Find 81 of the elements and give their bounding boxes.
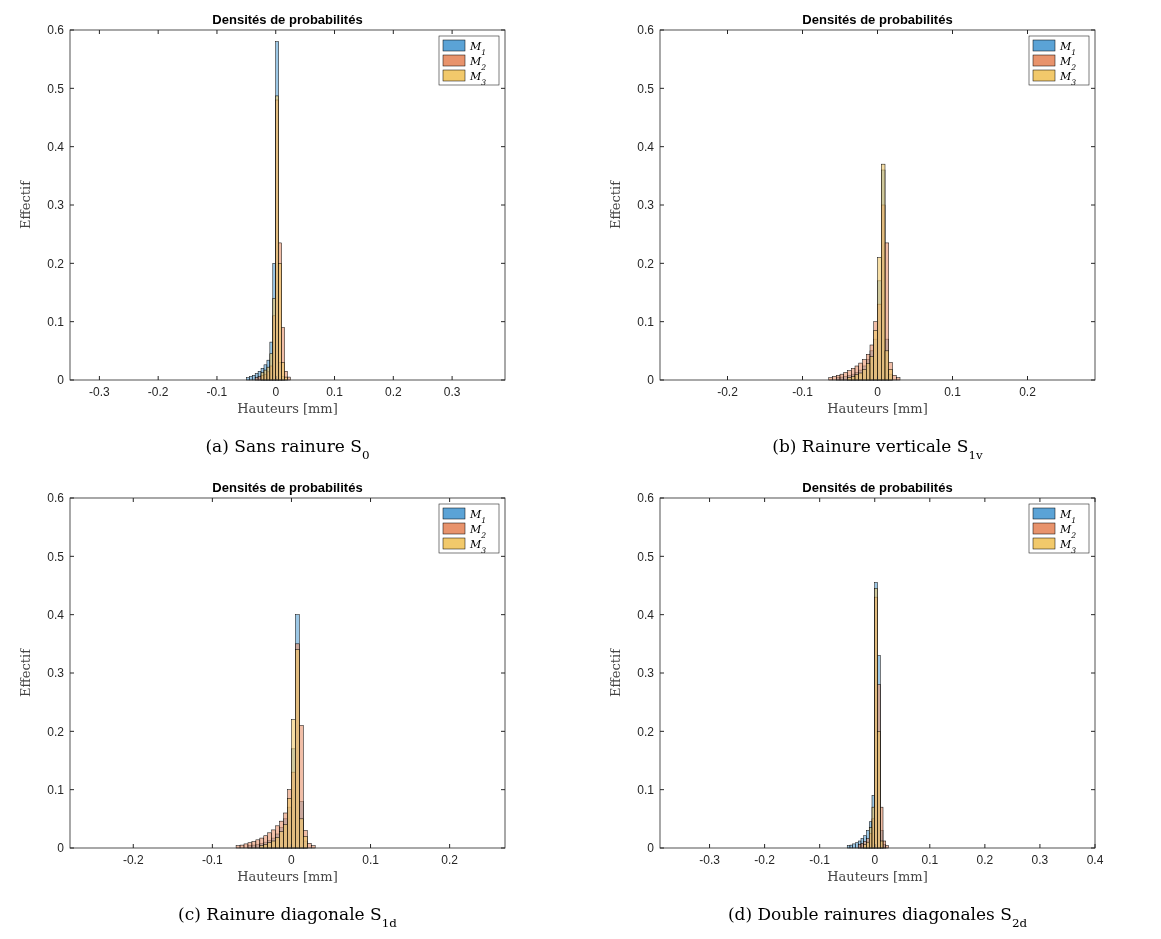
x-tick-label: 0.1 [921, 853, 939, 867]
legend-label: M$_{3}$ [469, 538, 487, 555]
text: (d) Double rainures diagonales S$_{2d}$ [727, 904, 1028, 930]
x-tick-label: 0 [871, 853, 879, 867]
y-tick-label: 0.5 [637, 81, 655, 96]
y-tick-label: 0.3 [47, 198, 65, 213]
x-tick-label: 0.4 [1086, 853, 1104, 867]
y-tick-label: 0.6 [47, 491, 65, 506]
y-tick-label: 0.6 [637, 491, 655, 506]
chart-title: Densités de probabilités [212, 480, 363, 495]
x-tick-label: -0.2 [147, 385, 169, 399]
y-tick-label: 0.1 [637, 782, 655, 797]
x-tick-label: -0.2 [717, 385, 739, 399]
y-tick-label: 0.4 [637, 139, 655, 154]
legend-label: M$_{3}$ [1059, 538, 1077, 555]
y-tick-label: 0 [57, 373, 65, 388]
chart-title: Densités de probabilités [802, 480, 953, 495]
x-tick-label: 0 [288, 853, 296, 867]
y-tick-label: 0 [57, 841, 65, 856]
legend-label: M$_{2}$ [469, 523, 487, 540]
y-tick-label: 0.5 [47, 549, 65, 564]
x-axis-title: Hauteurs [mm] [827, 401, 928, 416]
y-tick-label: 0.4 [637, 607, 655, 622]
y-tick-label: 0.6 [47, 23, 65, 38]
y-tick-label: 0.4 [47, 607, 65, 622]
x-tick-label: -0.3 [89, 385, 111, 399]
legend-label: M$_{2}$ [1059, 523, 1077, 540]
x-tick-label: 0.3 [1031, 853, 1049, 867]
y-tick-label: 0.2 [47, 256, 65, 271]
x-tick-label: -0.2 [122, 853, 144, 867]
x-tick-label: 0.1 [362, 853, 380, 867]
y-tick-label: 0.6 [637, 23, 655, 38]
y-tick-label: 0.3 [637, 198, 655, 213]
y-axis-title: Effectif [18, 179, 33, 229]
x-tick-label: 0.2 [1019, 385, 1037, 399]
legend-label: M$_{2}$ [469, 55, 487, 72]
legend-label: M$_{3}$ [1059, 70, 1077, 87]
y-tick-label: 0.4 [47, 139, 65, 154]
legend-label: M$_{1}$ [1059, 40, 1077, 57]
x-tick-label: 0.2 [441, 853, 459, 867]
x-axis-title: Hauteurs [mm] [827, 869, 928, 884]
x-tick-label: -0.1 [792, 385, 814, 399]
x-tick-label: -0.1 [202, 853, 224, 867]
legend-label: M$_{2}$ [1059, 55, 1077, 72]
x-tick-label: 0.1 [944, 385, 962, 399]
y-tick-label: 0.3 [637, 666, 655, 681]
x-tick-label: 0.3 [443, 385, 461, 399]
x-tick-label: 0 [874, 385, 882, 399]
y-tick-label: 0.2 [47, 724, 65, 739]
y-axis-title: Effectif [608, 647, 623, 697]
text: (c) Rainure diagonale S$_{1d}$ [178, 904, 398, 930]
y-axis-title: Effectif [18, 647, 33, 697]
y-tick-label: 0 [647, 841, 655, 856]
y-tick-label: 0.5 [637, 549, 655, 564]
text: (b) Rainure verticale S$_{1v}$ [772, 436, 983, 462]
y-tick-label: 0.5 [47, 81, 65, 96]
y-tick-label: 0.2 [637, 724, 655, 739]
x-axis-title: Hauteurs [mm] [237, 401, 338, 416]
y-tick-label: 0 [647, 373, 655, 388]
x-tick-label: 0 [272, 385, 280, 399]
x-tick-label: 0.1 [326, 385, 344, 399]
y-tick-label: 0.1 [637, 314, 655, 329]
x-tick-label: 0.2 [976, 853, 994, 867]
y-tick-label: 0.1 [47, 314, 65, 329]
x-tick-label: -0.2 [754, 853, 776, 867]
legend-label: M$_{1}$ [469, 508, 487, 525]
legend-label: M$_{1}$ [469, 40, 487, 57]
x-tick-label: -0.1 [809, 853, 831, 867]
y-tick-label: 0.2 [637, 256, 655, 271]
y-axis-title: Effectif [608, 179, 623, 229]
x-tick-label: -0.3 [699, 853, 721, 867]
x-axis-title: Hauteurs [mm] [237, 869, 338, 884]
x-tick-label: -0.1 [206, 385, 228, 399]
legend-label: M$_{1}$ [1059, 508, 1077, 525]
y-tick-label: 0.1 [47, 782, 65, 797]
legend-label: M$_{3}$ [469, 70, 487, 87]
text: (a) Sans rainure S$_{0}$ [205, 436, 370, 462]
x-tick-label: 0.2 [384, 385, 402, 399]
chart-title: Densités de probabilités [212, 12, 363, 27]
y-tick-label: 0.3 [47, 666, 65, 681]
chart-title: Densités de probabilités [802, 12, 953, 27]
